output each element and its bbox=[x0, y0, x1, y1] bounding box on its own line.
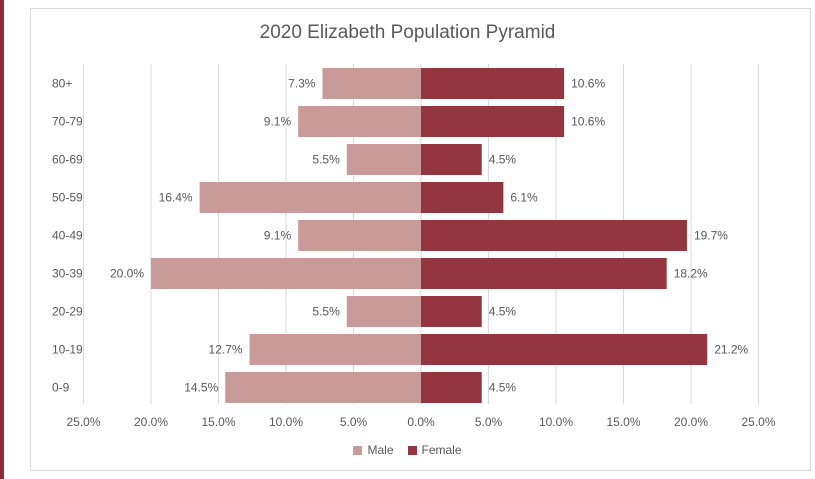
bar-male bbox=[225, 372, 421, 403]
bar-male bbox=[346, 144, 421, 175]
data-label-male: 5.5% bbox=[312, 153, 340, 167]
y-tick-label: 60-69 bbox=[52, 153, 83, 167]
x-tick-label: 5.0% bbox=[340, 415, 368, 429]
bar-female bbox=[421, 334, 708, 365]
data-label-male: 12.7% bbox=[209, 343, 243, 357]
y-tick-label: 70-79 bbox=[52, 115, 83, 129]
x-tick-label: 20.0% bbox=[134, 415, 168, 429]
bar-female bbox=[421, 372, 482, 403]
data-label-female: 6.1% bbox=[510, 191, 538, 205]
legend-swatch-female bbox=[407, 445, 417, 455]
data-label-female: 19.7% bbox=[694, 229, 728, 243]
legend-item-male: Male bbox=[353, 443, 394, 457]
bar-female bbox=[421, 258, 667, 289]
y-tick-label: 40-49 bbox=[52, 229, 83, 243]
bar-male bbox=[322, 68, 421, 99]
accent-strip bbox=[0, 0, 4, 479]
bar-female bbox=[421, 296, 482, 327]
x-tick-label: 15.0% bbox=[201, 415, 235, 429]
data-label-female: 10.6% bbox=[571, 77, 605, 91]
data-label-male: 14.5% bbox=[184, 381, 218, 395]
y-tick-label: 80+ bbox=[52, 77, 72, 91]
x-tick-label: 5.0% bbox=[475, 415, 503, 429]
y-tick-label: 30-39 bbox=[52, 267, 83, 281]
y-tick-label: 50-59 bbox=[52, 191, 83, 205]
bar-female bbox=[421, 106, 565, 137]
bar-male bbox=[298, 106, 421, 137]
bar-male bbox=[249, 334, 421, 365]
data-label-female: 4.5% bbox=[489, 381, 517, 395]
x-tick-label: 0.0% bbox=[407, 415, 435, 429]
y-tick-label: 0-9 bbox=[52, 381, 70, 395]
legend-item-female: Female bbox=[407, 443, 462, 457]
y-tick-label: 20-29 bbox=[52, 305, 83, 319]
bar-male bbox=[199, 182, 421, 213]
legend-label-female: Female bbox=[421, 443, 462, 457]
y-tick-label: 10-19 bbox=[52, 343, 83, 357]
x-tick-label: 20.0% bbox=[674, 415, 708, 429]
bar-female bbox=[421, 220, 687, 251]
x-tick-label: 10.0% bbox=[269, 415, 303, 429]
legend-swatch-male bbox=[353, 445, 363, 455]
data-label-female: 4.5% bbox=[489, 305, 517, 319]
data-label-male: 9.1% bbox=[264, 115, 292, 129]
bar-female bbox=[421, 68, 565, 99]
bar-female bbox=[421, 144, 482, 175]
data-label-male: 7.3% bbox=[288, 77, 316, 91]
legend: Male Female bbox=[0, 443, 815, 457]
legend-label-male: Male bbox=[367, 443, 394, 457]
bar-male bbox=[346, 296, 421, 327]
x-tick-label: 25.0% bbox=[66, 415, 100, 429]
chart-title: 2020 Elizabeth Population Pyramid bbox=[259, 22, 556, 43]
bar-male bbox=[151, 258, 421, 289]
data-label-female: 10.6% bbox=[571, 115, 605, 129]
x-tick-label: 25.0% bbox=[741, 415, 775, 429]
data-label-male: 20.0% bbox=[110, 267, 144, 281]
data-label-female: 4.5% bbox=[489, 153, 517, 167]
data-label-female: 18.2% bbox=[674, 267, 708, 281]
x-tick-label: 10.0% bbox=[539, 415, 573, 429]
data-label-female: 21.2% bbox=[714, 343, 748, 357]
bar-female bbox=[421, 182, 504, 213]
data-label-male: 9.1% bbox=[264, 229, 292, 243]
bar-male bbox=[298, 220, 421, 251]
data-label-male: 5.5% bbox=[312, 305, 340, 319]
data-label-male: 16.4% bbox=[159, 191, 193, 205]
x-tick-label: 15.0% bbox=[606, 415, 640, 429]
